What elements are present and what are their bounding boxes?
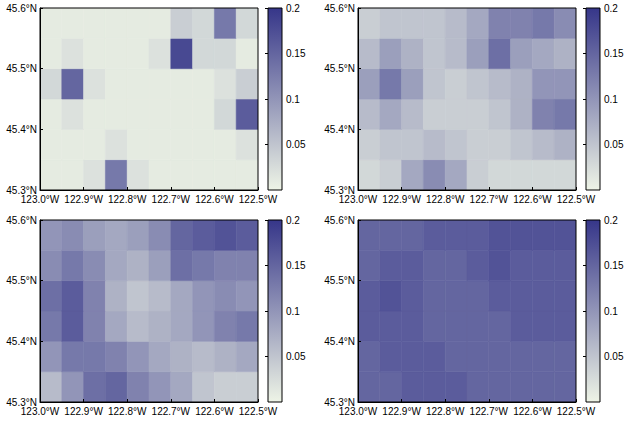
svg-text:0.2: 0.2 bbox=[604, 3, 618, 14]
svg-text:45.5°N: 45.5°N bbox=[324, 275, 355, 286]
svg-text:0.1: 0.1 bbox=[604, 94, 618, 105]
svg-text:0.1: 0.1 bbox=[286, 94, 300, 105]
svg-text:45.6°N: 45.6°N bbox=[6, 215, 37, 226]
svg-text:45.4°N: 45.4°N bbox=[6, 124, 37, 135]
svg-text:0.05: 0.05 bbox=[286, 351, 306, 362]
svg-text:122.5°W: 122.5°W bbox=[557, 406, 596, 417]
svg-text:45.4°N: 45.4°N bbox=[324, 336, 355, 347]
svg-text:0.1: 0.1 bbox=[286, 306, 300, 317]
svg-text:122.9°W: 122.9°W bbox=[64, 406, 103, 417]
svg-text:45.4°N: 45.4°N bbox=[324, 124, 355, 135]
svg-text:122.5°W: 122.5°W bbox=[557, 194, 596, 205]
svg-text:122.7°W: 122.7°W bbox=[470, 194, 509, 205]
svg-text:122.7°W: 122.7°W bbox=[152, 406, 191, 417]
svg-text:0.15: 0.15 bbox=[604, 48, 624, 59]
svg-text:0.15: 0.15 bbox=[286, 260, 306, 271]
svg-text:45.6°N: 45.6°N bbox=[324, 3, 355, 14]
svg-text:122.9°W: 122.9°W bbox=[382, 406, 421, 417]
svg-text:0.2: 0.2 bbox=[286, 215, 300, 226]
svg-text:122.8°W: 122.8°W bbox=[426, 406, 465, 417]
svg-text:122.9°W: 122.9°W bbox=[64, 194, 103, 205]
svg-text:45.5°N: 45.5°N bbox=[6, 63, 37, 74]
svg-text:122.7°W: 122.7°W bbox=[152, 194, 191, 205]
svg-text:45.3°N: 45.3°N bbox=[6, 396, 37, 408]
svg-text:122.7°W: 122.7°W bbox=[470, 406, 509, 417]
svg-text:122.5°W: 122.5°W bbox=[239, 406, 278, 417]
svg-text:123.0°W: 123.0°W bbox=[21, 406, 60, 417]
svg-text:45.6°N: 45.6°N bbox=[6, 3, 37, 14]
svg-text:122.8°W: 122.8°W bbox=[426, 194, 465, 205]
svg-text:45.4°N: 45.4°N bbox=[6, 336, 37, 347]
svg-text:123.0°W: 123.0°W bbox=[21, 194, 60, 205]
svg-text:122.5°W: 122.5°W bbox=[239, 194, 278, 205]
svg-text:45.5°N: 45.5°N bbox=[324, 63, 355, 74]
svg-text:45.5°N: 45.5°N bbox=[6, 275, 37, 286]
svg-text:45.3°N: 45.3°N bbox=[324, 396, 355, 408]
svg-text:123.0°W: 123.0°W bbox=[339, 194, 378, 205]
svg-text:123.0°W: 123.0°W bbox=[339, 406, 378, 417]
svg-text:0.2: 0.2 bbox=[286, 3, 300, 14]
svg-text:122.6°W: 122.6°W bbox=[195, 406, 234, 417]
svg-text:122.6°W: 122.6°W bbox=[513, 406, 552, 417]
svg-text:122.9°W: 122.9°W bbox=[382, 194, 421, 205]
svg-text:0.15: 0.15 bbox=[604, 260, 624, 271]
svg-text:122.8°W: 122.8°W bbox=[108, 406, 147, 417]
svg-text:0.2: 0.2 bbox=[604, 215, 618, 226]
svg-text:122.8°W: 122.8°W bbox=[108, 194, 147, 205]
svg-text:0.05: 0.05 bbox=[286, 139, 306, 150]
svg-text:122.6°W: 122.6°W bbox=[195, 194, 234, 205]
svg-text:0.05: 0.05 bbox=[604, 351, 624, 362]
svg-text:45.6°N: 45.6°N bbox=[324, 215, 355, 226]
svg-text:45.3°N: 45.3°N bbox=[6, 184, 37, 196]
svg-text:122.6°W: 122.6°W bbox=[513, 194, 552, 205]
svg-text:0.15: 0.15 bbox=[286, 48, 306, 59]
svg-text:45.3°N: 45.3°N bbox=[324, 184, 355, 196]
svg-text:0.05: 0.05 bbox=[604, 139, 624, 150]
svg-text:0.1: 0.1 bbox=[604, 306, 618, 317]
